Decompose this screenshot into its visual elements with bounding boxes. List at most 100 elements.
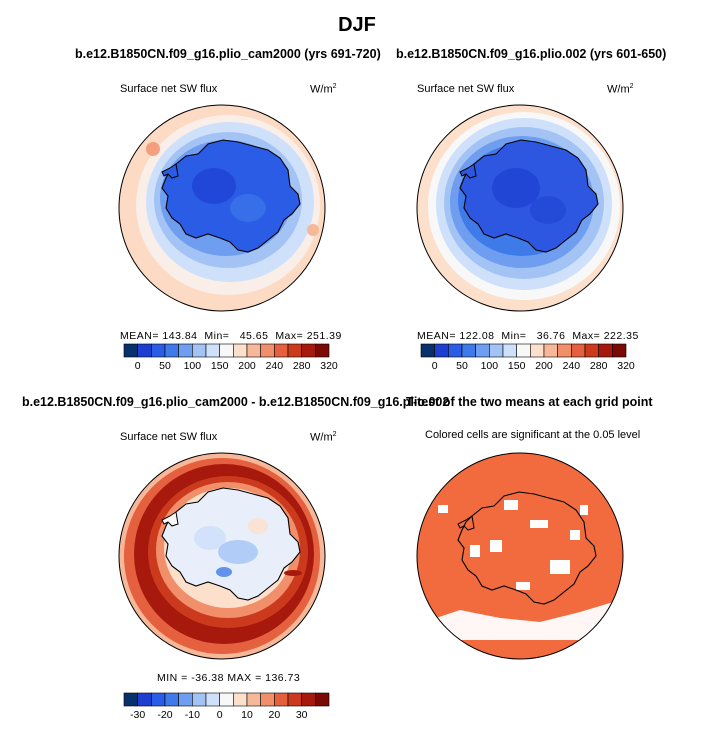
colorbar-swatch <box>205 343 220 358</box>
panel3-minmax: MIN = -36.38 MAX = 136.73 <box>157 672 301 684</box>
colorbar-swatch <box>516 343 531 358</box>
panel4-insignificant-band <box>420 600 623 640</box>
colorbar-swatch <box>192 343 207 358</box>
panel1-map-border <box>118 104 326 312</box>
colorbar-swatch <box>448 343 463 358</box>
panel3-colorbar: -30 -20 -10 0 10 20 30 <box>123 692 330 721</box>
colorbar-tick-label: 150 <box>211 360 229 372</box>
colorbar-swatch <box>612 343 627 358</box>
panel1-warm-patch <box>146 142 160 156</box>
colorbar-swatch <box>123 692 138 707</box>
colorbar-tick-label: 320 <box>320 360 338 372</box>
colorbar-swatch <box>274 343 289 358</box>
panel4-significant-fill <box>417 453 623 659</box>
colorbar-swatch <box>420 343 435 358</box>
colorbar-swatch <box>315 692 330 707</box>
colorbar-swatch <box>233 343 248 358</box>
colorbar-tick-label: -10 <box>185 709 200 721</box>
panel4-insignificant-cell <box>438 505 448 513</box>
panel1-antarctica <box>161 139 301 253</box>
panel2-antarctica <box>459 139 599 253</box>
colorbar-swatch <box>274 692 289 707</box>
colorbar-swatch <box>219 692 234 707</box>
colorbar-swatch <box>260 343 275 358</box>
panel3-title: b.e12.B1850CN.f09_g16.plio_cam2000 - b.e… <box>22 395 450 409</box>
colorbar-tick-label: 200 <box>535 360 553 372</box>
colorbar-tick-label: 0 <box>135 360 141 372</box>
panel3-hot-spot <box>284 570 302 576</box>
colorbar-tick-label: 0 <box>217 709 223 721</box>
colorbar-swatch <box>571 343 586 358</box>
colorbar-tick-label: 240 <box>563 360 581 372</box>
panel1-variable-label: Surface net SW flux <box>120 83 218 95</box>
panel3-map <box>119 453 325 659</box>
panel4-insignificant-cell <box>580 505 588 515</box>
colorbar-tick-label: 0 <box>432 360 438 372</box>
colorbar-tick-label: 30 <box>296 709 308 721</box>
colorbar-tick-label: 150 <box>508 360 526 372</box>
panel4-insignificant-cell <box>470 545 480 557</box>
colorbar-swatch <box>557 343 572 358</box>
colorbar-swatch <box>246 692 261 707</box>
colorbar-tick-label: 280 <box>293 360 311 372</box>
panel2-variable-label: Surface net SW flux <box>417 83 515 95</box>
panel4-insignificant-cell <box>516 582 530 590</box>
colorbar-swatch <box>543 343 558 358</box>
colorbar-swatch <box>151 692 166 707</box>
colorbar-tick-label: 280 <box>590 360 608 372</box>
panel4-title: T-test of the two means at each grid poi… <box>406 395 653 409</box>
colorbar-tick-label: 320 <box>617 360 635 372</box>
panel4-map <box>417 453 623 659</box>
colorbar-swatch <box>461 343 476 358</box>
colorbar-swatch <box>192 692 207 707</box>
colorbar-swatch <box>178 692 193 707</box>
colorbar-tick-label: 20 <box>268 709 280 721</box>
colorbar-swatch <box>475 343 490 358</box>
colorbar-swatch <box>123 343 138 358</box>
panel4-insignificant-cell <box>570 530 580 540</box>
colorbar-swatch <box>287 343 302 358</box>
colorbar-tick-label: -30 <box>130 709 145 721</box>
colorbar-tick-label: 50 <box>456 360 468 372</box>
colorbar-swatch <box>287 692 302 707</box>
panel1-map <box>119 105 325 311</box>
colorbar-swatch <box>315 343 330 358</box>
panel4-insignificant-cell <box>550 560 570 574</box>
panel4-subtitle: Colored cells are significant at the 0.0… <box>425 429 641 441</box>
panel4-insignificant-cell <box>490 540 502 552</box>
colorbar-swatch <box>178 343 193 358</box>
colorbar-swatch <box>151 343 166 358</box>
panel2-units: W/m2 <box>607 83 634 96</box>
panel2-colorbar: 0 50 100 150 200 240 280 320 <box>420 343 635 372</box>
panel2-map <box>417 105 623 311</box>
colorbar-swatch <box>164 692 179 707</box>
panel2-stats: MEAN= 122.08 Min= 36.76 Max= 222.35 <box>417 330 639 342</box>
colorbar-swatch <box>301 343 316 358</box>
colorbar-swatch <box>164 343 179 358</box>
panel1-colorbar: 0 50 100 150 200 240 280 320 <box>123 343 338 372</box>
colorbar-tick-label: 200 <box>238 360 256 372</box>
colorbar-swatch <box>205 692 220 707</box>
colorbar-swatch <box>219 343 234 358</box>
panel4-insignificant-cell <box>530 520 548 528</box>
colorbar-swatch <box>260 692 275 707</box>
colorbar-swatch <box>530 343 545 358</box>
panel4-insignificant-cell <box>504 500 518 510</box>
panel1-stats: MEAN= 143.84 Min= 45.65 Max= 251.39 <box>120 330 342 342</box>
colorbar-swatch <box>301 692 316 707</box>
panel3-antarctica <box>161 487 301 601</box>
panel3-units: W/m2 <box>310 431 337 444</box>
panel1-units: W/m2 <box>310 83 337 96</box>
colorbar-tick-label: 50 <box>159 360 171 372</box>
panel2-title: b.e12.B1850CN.f09_g16.plio.002 (yrs 601-… <box>396 47 667 61</box>
colorbar-swatch <box>233 692 248 707</box>
panel1-title: b.e12.B1850CN.f09_g16.plio_cam2000 (yrs … <box>75 47 381 61</box>
colorbar-swatch <box>489 343 504 358</box>
colorbar-tick-label: 10 <box>241 709 253 721</box>
colorbar-swatch <box>246 343 261 358</box>
panel2-map-border <box>416 104 624 312</box>
panel1-warm-patch-2 <box>307 224 319 236</box>
colorbar-swatch <box>502 343 517 358</box>
colorbar-swatch <box>598 343 613 358</box>
